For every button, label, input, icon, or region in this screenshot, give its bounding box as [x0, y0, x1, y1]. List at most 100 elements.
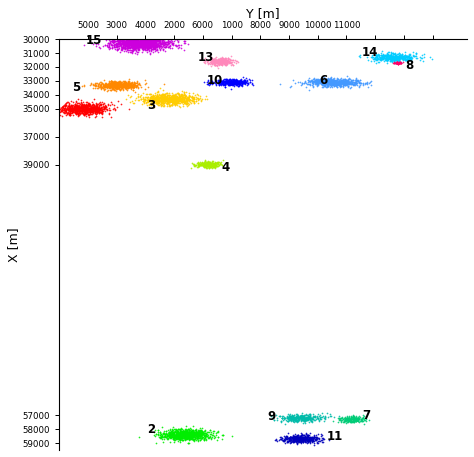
Point	[345, 417, 352, 425]
Point	[173, 98, 180, 105]
Point	[105, 32, 113, 39]
Point	[197, 428, 204, 435]
Point	[225, 81, 233, 88]
Point	[167, 432, 175, 439]
Point	[222, 58, 230, 65]
Point	[109, 80, 116, 88]
Point	[86, 100, 94, 107]
Point	[206, 162, 213, 169]
Point	[169, 435, 177, 442]
Point	[115, 80, 123, 87]
Point	[185, 433, 193, 441]
Point	[149, 42, 157, 49]
Point	[147, 94, 155, 101]
Point	[123, 47, 130, 54]
Point	[301, 414, 309, 422]
Point	[122, 41, 129, 48]
Point	[115, 32, 122, 39]
Point	[213, 56, 220, 64]
Point	[399, 56, 407, 64]
Point	[198, 430, 206, 437]
Point	[334, 75, 341, 82]
Point	[151, 39, 158, 46]
Point	[159, 42, 166, 49]
Point	[155, 91, 163, 99]
Point	[309, 77, 316, 85]
Point	[131, 81, 138, 89]
Point	[211, 60, 219, 67]
Point	[209, 58, 216, 65]
Point	[122, 38, 130, 46]
Point	[154, 37, 161, 45]
Point	[236, 80, 243, 87]
Point	[144, 40, 151, 47]
Point	[137, 41, 145, 48]
Point	[201, 159, 209, 167]
Point	[226, 79, 233, 86]
Point	[286, 414, 293, 421]
Point	[182, 434, 189, 441]
Point	[175, 430, 182, 438]
Point	[218, 57, 226, 64]
Point	[217, 159, 225, 166]
Point	[311, 78, 319, 85]
Point	[110, 38, 118, 45]
Point	[115, 80, 123, 87]
Point	[78, 110, 86, 117]
Point	[307, 82, 314, 89]
Point	[81, 106, 88, 113]
Point	[168, 39, 176, 47]
Point	[125, 82, 132, 89]
Point	[207, 163, 215, 170]
Point	[129, 37, 137, 44]
Point	[64, 98, 71, 106]
Point	[385, 53, 393, 61]
Point	[141, 40, 148, 48]
Point	[343, 80, 350, 88]
Point	[62, 108, 70, 116]
Point	[157, 39, 165, 47]
Point	[162, 95, 170, 102]
Point	[243, 82, 250, 89]
Point	[140, 37, 147, 44]
Point	[194, 431, 202, 438]
Point	[324, 81, 331, 88]
Point	[172, 94, 180, 101]
Point	[216, 56, 224, 64]
Point	[330, 77, 338, 85]
Point	[237, 76, 244, 84]
Point	[140, 96, 147, 103]
Point	[173, 90, 181, 97]
Point	[177, 430, 185, 438]
Point	[182, 434, 190, 441]
Point	[303, 437, 311, 444]
Point	[154, 34, 162, 42]
Point	[298, 437, 306, 445]
Point	[402, 56, 410, 63]
Point	[91, 82, 99, 89]
Point	[217, 59, 225, 66]
Point	[220, 58, 228, 65]
Point	[408, 55, 415, 62]
Point	[183, 99, 191, 106]
Point	[136, 45, 143, 53]
Point	[201, 160, 208, 168]
Point	[83, 109, 91, 116]
Point	[151, 96, 158, 103]
Point	[172, 97, 179, 105]
Point	[278, 414, 286, 421]
Point	[154, 94, 162, 101]
Point	[156, 39, 164, 46]
Point	[182, 97, 190, 105]
Point	[147, 47, 155, 54]
Point	[133, 77, 141, 85]
Point	[79, 104, 86, 112]
Point	[141, 36, 148, 43]
Point	[180, 98, 188, 106]
Point	[298, 435, 305, 442]
Point	[163, 38, 170, 45]
Point	[307, 410, 314, 418]
Point	[151, 44, 159, 52]
Point	[179, 430, 186, 438]
Point	[139, 94, 147, 101]
